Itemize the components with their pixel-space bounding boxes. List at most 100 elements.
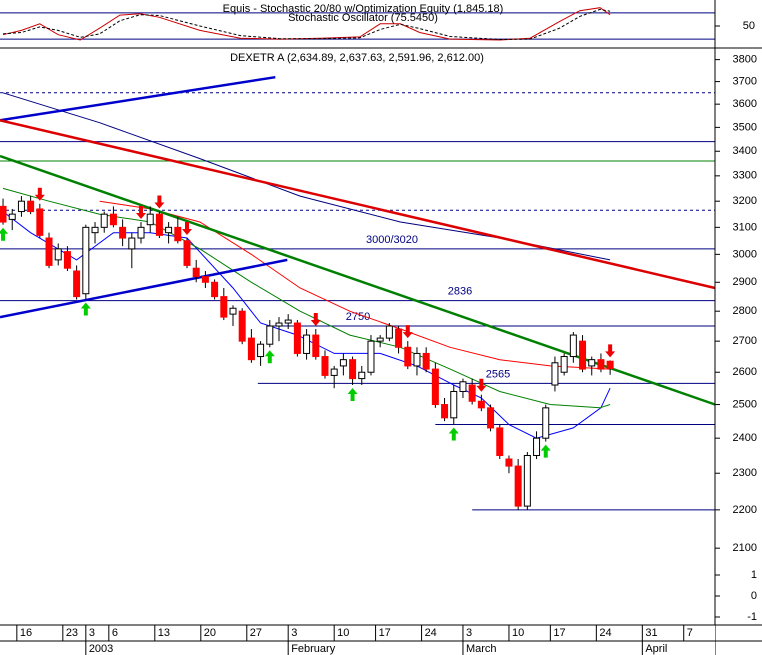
candle-body (275, 322, 283, 327)
y-tick-label: 3300 (733, 170, 757, 182)
candle-body (229, 307, 237, 315)
candle-body (523, 455, 531, 507)
buy-arrow (347, 388, 358, 402)
candle-body (385, 325, 393, 339)
x-tick-label: 3 (291, 627, 297, 639)
chart-title: DEXETR A (2,634.89, 2,637.63, 2,591.96, … (230, 52, 484, 64)
moving-average (99, 200, 611, 370)
candle-body (201, 276, 209, 283)
candle-body (54, 248, 62, 261)
y-tick-label: 1 (751, 569, 757, 581)
sell-arrow (182, 222, 193, 236)
candle-body (560, 356, 568, 373)
candle-body (597, 359, 605, 370)
y-tick-label: 3100 (733, 221, 757, 233)
x-tick-label: 23 (66, 627, 78, 639)
candle-body (321, 356, 329, 376)
x-major-label: March (466, 643, 497, 655)
candle-body (339, 359, 347, 367)
sell-arrow (476, 378, 487, 392)
y-tick-label: 0 (751, 590, 757, 602)
level-label: 2836 (448, 286, 472, 298)
axis-background (716, 49, 762, 655)
stochastic-title: Equis - Stochastic 20/80 w/Optimization … (223, 3, 504, 15)
candle-body (45, 237, 53, 266)
candle-body (36, 208, 44, 236)
candle-body (459, 381, 467, 392)
x-tick-label: 3 (466, 627, 472, 639)
candle-body (395, 328, 403, 348)
buy-arrow (80, 302, 91, 316)
candle-body (551, 362, 559, 386)
x-tick-label: 10 (337, 627, 349, 639)
candle-body (441, 404, 449, 419)
level-label: 2565 (486, 368, 510, 380)
candle-body (8, 213, 16, 220)
y-tick-label: 3400 (733, 145, 757, 157)
candle-body (192, 267, 200, 278)
y-tick-label: 2500 (733, 398, 757, 410)
candle-body (119, 226, 127, 239)
x-tick-label: 24 (599, 627, 611, 639)
candle-body (487, 407, 495, 429)
candle-body (569, 334, 577, 358)
sell-arrow (34, 187, 45, 201)
trendline (0, 75, 276, 122)
candle-body (266, 325, 274, 345)
candle-body (257, 343, 265, 358)
candle-body (588, 359, 596, 367)
candle-body (431, 368, 439, 406)
stochastic-subtitle: Stochastic Oscillator (75.5450) (288, 12, 438, 24)
y-tick-label: 2200 (733, 504, 757, 516)
x-tick-label: 7 (687, 627, 693, 639)
x-major-label: 2003 (89, 643, 113, 655)
candle-body (293, 322, 301, 354)
candle-body (82, 226, 90, 295)
sell-arrow (154, 195, 165, 209)
y-tick-label: 3700 (733, 76, 757, 88)
candle-body (514, 465, 522, 507)
candle-body (220, 296, 228, 318)
y-tick-label: 3600 (733, 98, 757, 110)
sell-arrow (310, 313, 321, 327)
y-tick-label: 3800 (733, 54, 757, 66)
candle-body (211, 281, 219, 298)
level-label: 2750 (346, 311, 370, 323)
candle-body (165, 226, 173, 234)
sell-arrow (402, 325, 413, 339)
candle-body (238, 310, 246, 342)
sell-arrow (136, 206, 147, 220)
x-tick-label: 16 (20, 627, 32, 639)
sell-arrow (605, 344, 616, 358)
candle-body (404, 346, 412, 367)
candle-body (137, 226, 145, 239)
candle-body (477, 400, 485, 409)
candle-body (146, 213, 154, 226)
candle-body (73, 270, 81, 298)
x-tick-label: 6 (112, 627, 118, 639)
y-tick-label: 2100 (733, 542, 757, 554)
x-tick-label: 20 (204, 627, 216, 639)
x-major-label: April (645, 643, 667, 655)
candle-body (284, 319, 292, 324)
candle-body (606, 360, 614, 369)
candle-body (542, 407, 550, 439)
candle-body (450, 390, 458, 419)
x-tick-label: 17 (379, 627, 391, 639)
candle-body (367, 340, 375, 373)
candle-body (330, 368, 338, 376)
candle-body (505, 458, 513, 467)
candle-body (247, 337, 255, 361)
candle-body (17, 200, 25, 213)
x-tick-label: 13 (158, 627, 170, 639)
x-tick-label: 10 (512, 627, 524, 639)
y-tick-label: 2700 (733, 335, 757, 347)
candle-body (174, 226, 182, 242)
y-tick-label: 2400 (733, 432, 757, 444)
x-tick-label: 31 (645, 627, 657, 639)
buy-arrow (0, 227, 9, 241)
candle-body (413, 352, 421, 367)
y-tick-label: 2600 (733, 366, 757, 378)
candle-body (27, 200, 35, 213)
